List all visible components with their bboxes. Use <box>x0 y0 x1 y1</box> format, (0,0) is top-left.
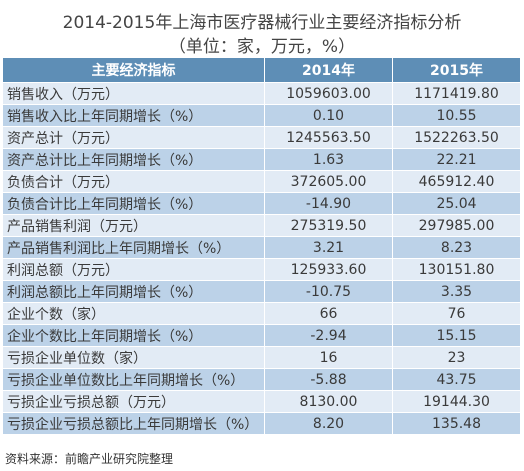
row-label: 负债合计（万元） <box>3 171 265 193</box>
page-subtitle-units: （单位：家，万元，%） <box>168 37 356 57</box>
row-label: 亏损企业单位数（家） <box>3 347 265 369</box>
value-2014: 125933.60 <box>265 259 393 281</box>
value-2015: 297985.00 <box>393 215 521 237</box>
table-row: 亏损企业亏损总额比上年同期增长（%） 8.20 135.48 <box>3 413 521 435</box>
row-label: 资产总计比上年同期增长（%） <box>3 149 265 171</box>
table-row: 企业个数（家） 66 76 <box>3 303 521 325</box>
value-2015: 130151.80 <box>393 259 521 281</box>
row-label: 亏损企业亏损总额比上年同期增长（%） <box>3 413 265 435</box>
value-2015: 8.23 <box>393 237 521 259</box>
table-row: 利润总额比上年同期增长（%） -10.75 3.35 <box>3 281 521 303</box>
table-row: 亏损企业单位数（家） 16 23 <box>3 347 521 369</box>
value-2014: 0.10 <box>265 105 393 127</box>
table-row: 销售收入比上年同期增长（%） 0.10 10.55 <box>3 105 521 127</box>
value-2015: 22.21 <box>393 149 521 171</box>
table-row: 产品销售利润比上年同期增长（%） 3.21 8.23 <box>3 237 521 259</box>
value-2014: -14.90 <box>265 193 393 215</box>
value-2014: 16 <box>265 347 393 369</box>
row-label: 企业个数比上年同期增长（%） <box>3 325 265 347</box>
value-2014: -5.88 <box>265 369 393 391</box>
table-row: 销售收入（万元） 1059603.00 1171419.80 <box>3 83 521 105</box>
value-2015: 1522263.50 <box>393 127 521 149</box>
value-2015: 15.15 <box>393 325 521 347</box>
value-2014: 8130.00 <box>265 391 393 413</box>
row-label: 亏损企业亏损总额（万元） <box>3 391 265 413</box>
table-header-row: 主要经济指标 2014年 2015年 <box>3 58 521 83</box>
table-row: 产品销售利润（万元） 275319.50 297985.00 <box>3 215 521 237</box>
table-row: 负债合计比上年同期增长（%） -14.90 25.04 <box>3 193 521 215</box>
value-2015: 1171419.80 <box>393 83 521 105</box>
value-2015: 76 <box>393 303 521 325</box>
value-2014: 1059603.00 <box>265 83 393 105</box>
table-row: 资产总计（万元） 1245563.50 1522263.50 <box>3 127 521 149</box>
header-indicator: 主要经济指标 <box>3 58 265 83</box>
row-label: 利润总额比上年同期增长（%） <box>3 281 265 303</box>
value-2015: 23 <box>393 347 521 369</box>
value-2015: 10.55 <box>393 105 521 127</box>
value-2014: 275319.50 <box>265 215 393 237</box>
value-2014: -2.94 <box>265 325 393 347</box>
value-2014: 1245563.50 <box>265 127 393 149</box>
table-row: 负债合计（万元） 372605.00 465912.40 <box>3 171 521 193</box>
page-title: 2014-2015年上海市医疗器械行业主要经济指标分析 <box>62 13 462 33</box>
value-2015: 43.75 <box>393 369 521 391</box>
row-label: 销售收入（万元） <box>3 83 265 105</box>
row-label: 利润总额（万元） <box>3 259 265 281</box>
row-label: 负债合计比上年同期增长（%） <box>3 193 265 215</box>
table-row: 亏损企业单位数比上年同期增长（%） -5.88 43.75 <box>3 369 521 391</box>
row-label: 亏损企业单位数比上年同期增长（%） <box>3 369 265 391</box>
header-2014: 2014年 <box>265 58 393 83</box>
table-row: 企业个数比上年同期增长（%） -2.94 15.15 <box>3 325 521 347</box>
row-label: 企业个数（家） <box>3 303 265 325</box>
value-2015: 465912.40 <box>393 171 521 193</box>
value-2014: 66 <box>265 303 393 325</box>
table-row: 利润总额（万元） 125933.60 130151.80 <box>3 259 521 281</box>
value-2014: 8.20 <box>265 413 393 435</box>
header-2015: 2015年 <box>393 58 521 83</box>
row-label: 销售收入比上年同期增长（%） <box>3 105 265 127</box>
value-2015: 25.04 <box>393 193 521 215</box>
value-2014: 3.21 <box>265 237 393 259</box>
row-label: 产品销售利润（万元） <box>3 215 265 237</box>
table-row: 亏损企业亏损总额（万元） 8130.00 19144.30 <box>3 391 521 413</box>
value-2015: 19144.30 <box>393 391 521 413</box>
value-2014: 1.63 <box>265 149 393 171</box>
value-2014: 372605.00 <box>265 171 393 193</box>
value-2015: 135.48 <box>393 413 521 435</box>
value-2014: -10.75 <box>265 281 393 303</box>
value-2015: 3.35 <box>393 281 521 303</box>
source-note: 资料来源：前瞻产业研究院整理 <box>5 452 174 466</box>
table-row: 资产总计比上年同期增长（%） 1.63 22.21 <box>3 149 521 171</box>
economic-indicators-table: 主要经济指标 2014年 2015年 销售收入（万元） 1059603.00 1… <box>3 58 521 435</box>
row-label: 资产总计（万元） <box>3 127 265 149</box>
row-label: 产品销售利润比上年同期增长（%） <box>3 237 265 259</box>
